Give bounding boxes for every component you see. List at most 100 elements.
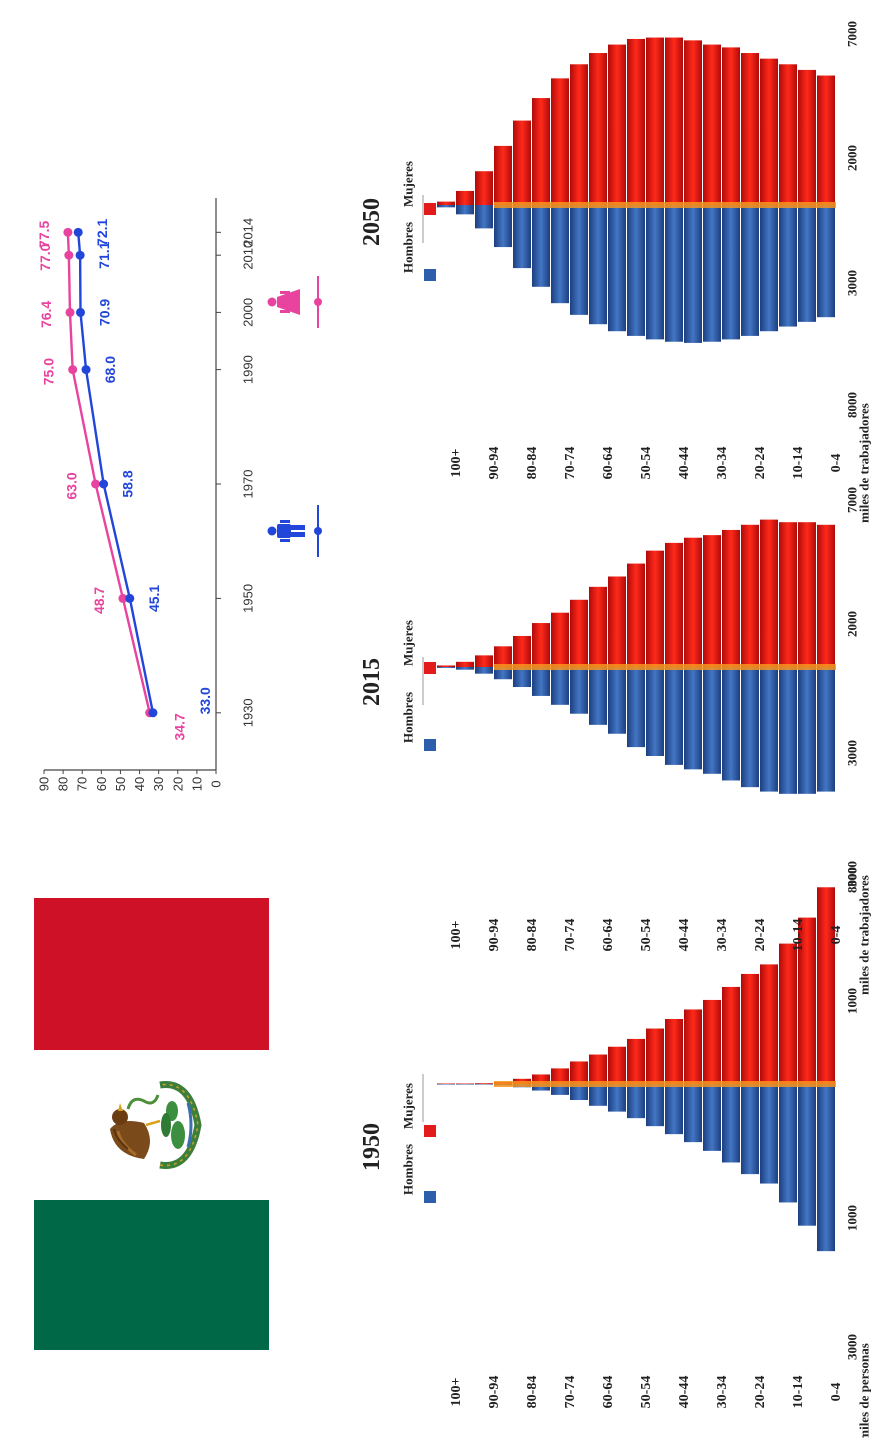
legend-swatch-hombres <box>424 739 436 751</box>
bar-hombres-70-74 <box>551 1084 569 1095</box>
bar-hombres-60-64 <box>589 1084 607 1106</box>
bar-hombres-5-9 <box>798 667 816 794</box>
bar-mujeres-20-24 <box>741 53 759 206</box>
bar-mujeres-20-24 <box>741 973 759 1084</box>
pyramid-scale-label: 3000 <box>845 861 860 887</box>
legend-label-hombres: Hombres <box>401 692 416 743</box>
figure-body <box>277 524 291 538</box>
age-group-label: 100+ <box>449 920 464 949</box>
legend-label-mujeres: Mujeres <box>401 620 416 666</box>
bar-mujeres-70-74 <box>551 612 569 667</box>
legend-swatch-mujeres <box>424 1125 436 1137</box>
pyramid-scale-label: 8000 <box>845 867 860 893</box>
age-group-label: 50-54 <box>639 1376 654 1409</box>
bar-hombres-55-59 <box>608 1084 626 1112</box>
value-tick-label: 60 <box>94 777 109 791</box>
legend-label-mujeres: Mujeres <box>401 161 416 207</box>
bar-mujeres-40-44 <box>665 37 683 205</box>
pyramid-title: 2050 <box>359 198 385 246</box>
bar-mujeres-30-34 <box>703 999 721 1084</box>
bar-hombres-45-49 <box>646 667 664 756</box>
bar-hombres-95-99 <box>456 667 474 670</box>
men-value-label: 45.1 <box>146 585 162 612</box>
bar-mujeres-5-9 <box>798 522 816 667</box>
age-group-label: 50-54 <box>639 919 654 952</box>
life-expectancy-line-chart: 0 10 20 30 40 50 60 70 80 90 1930 1950 1970 1990 2000 2… <box>36 198 322 791</box>
bar-mujeres-10-14 <box>779 64 797 206</box>
bar-hombres-35-39 <box>684 205 702 343</box>
bar-mujeres-60-64 <box>589 586 607 667</box>
value-tick-label: 70 <box>75 777 90 791</box>
bar-mujeres-65-69 <box>570 1061 588 1084</box>
men-data-point <box>125 593 135 603</box>
women-data-point <box>65 307 75 317</box>
age-group-label: 30-34 <box>715 919 730 952</box>
bar-hombres-55-59 <box>608 667 626 734</box>
value-tick-label: 90 <box>37 777 52 791</box>
men-value-label: 68.0 <box>102 356 118 383</box>
age-group-label: 60-64 <box>601 919 616 952</box>
age-group-label: 90-94 <box>487 1376 502 1409</box>
legend-swatch-hombres <box>424 269 436 281</box>
men-data-point <box>99 479 109 489</box>
pyramid-scale-label: 3000 <box>845 1334 860 1360</box>
bar-hombres-35-39 <box>684 667 702 770</box>
legend-label-mujeres: Mujeres <box>401 1083 416 1129</box>
bar-hombres-90-94 <box>475 205 493 229</box>
bar-mujeres-50-54 <box>627 1038 645 1084</box>
bar-mujeres-35-39 <box>684 40 702 205</box>
men-value-label: 70.9 <box>97 299 113 326</box>
men-data-point <box>76 307 86 317</box>
bar-mujeres-100+ <box>437 665 455 667</box>
age-group-label: 60-64 <box>601 1376 616 1409</box>
bar-hombres-10-14 <box>779 1084 797 1203</box>
female-figure-icon <box>267 276 322 328</box>
bar-mujeres-40-44 <box>665 542 683 667</box>
bar-mujeres-65-69 <box>570 64 588 206</box>
age-group-label: 100+ <box>449 448 464 477</box>
bar-hombres-10-14 <box>779 667 797 794</box>
bar-mujeres-55-59 <box>608 1046 626 1084</box>
age-group-label: 10-14 <box>791 1376 806 1409</box>
figure-head <box>267 297 277 307</box>
year-tick-label: 1930 <box>241 698 256 727</box>
bar-mujeres-55-59 <box>608 44 626 206</box>
value-tick-label: 40 <box>132 777 147 791</box>
women-data-point <box>64 250 74 260</box>
men-data-point <box>148 708 158 718</box>
bar-hombres-25-29 <box>722 1084 740 1163</box>
bar-hombres-95-99 <box>456 1084 474 1085</box>
bar-hombres-85-89 <box>494 205 512 248</box>
bar-mujeres-95-99 <box>456 661 474 667</box>
women-value-label: 48.7 <box>91 587 107 614</box>
population-pyramid-1950: 0-4 10-14 20-24 30-34 40-44 50-54 60-64 70-74 80… <box>359 861 872 1441</box>
figure-arm <box>280 539 290 542</box>
bar-hombres-20-24 <box>741 1084 759 1175</box>
age-group-label: 0-4 <box>829 1383 844 1402</box>
bar-hombres-45-49 <box>646 205 664 340</box>
bar-hombres-90-94 <box>475 1084 493 1085</box>
bar-mujeres-75-79 <box>532 623 550 667</box>
bar-hombres-100+ <box>437 667 455 668</box>
women-data-point <box>91 479 101 489</box>
bar-hombres-5-9 <box>798 205 816 322</box>
pyramid-title: 1950 <box>359 1123 385 1171</box>
figure-body <box>277 289 300 315</box>
bar-mujeres-95-99 <box>456 1083 474 1084</box>
bar-hombres-5-9 <box>798 1084 816 1226</box>
bar-hombres-50-54 <box>627 205 645 336</box>
bar-mujeres-60-64 <box>589 53 607 206</box>
bar-hombres-60-64 <box>589 667 607 725</box>
age-group-label: 90-94 <box>487 919 502 952</box>
age-group-label: 40-44 <box>677 447 692 480</box>
bar-hombres-0-4 <box>817 667 835 792</box>
age-group-label: 80-84 <box>525 919 540 952</box>
year-tick-label: 2000 <box>241 298 256 327</box>
age-group-label: 40-44 <box>677 1376 692 1409</box>
bar-mujeres-10-14 <box>779 522 797 667</box>
bar-mujeres-70-74 <box>551 78 569 205</box>
figure-head <box>267 526 277 536</box>
age-group-label: 80-84 <box>525 1376 540 1409</box>
age-group-label: 70-74 <box>563 919 578 952</box>
year-tick-label: 1970 <box>241 470 256 499</box>
